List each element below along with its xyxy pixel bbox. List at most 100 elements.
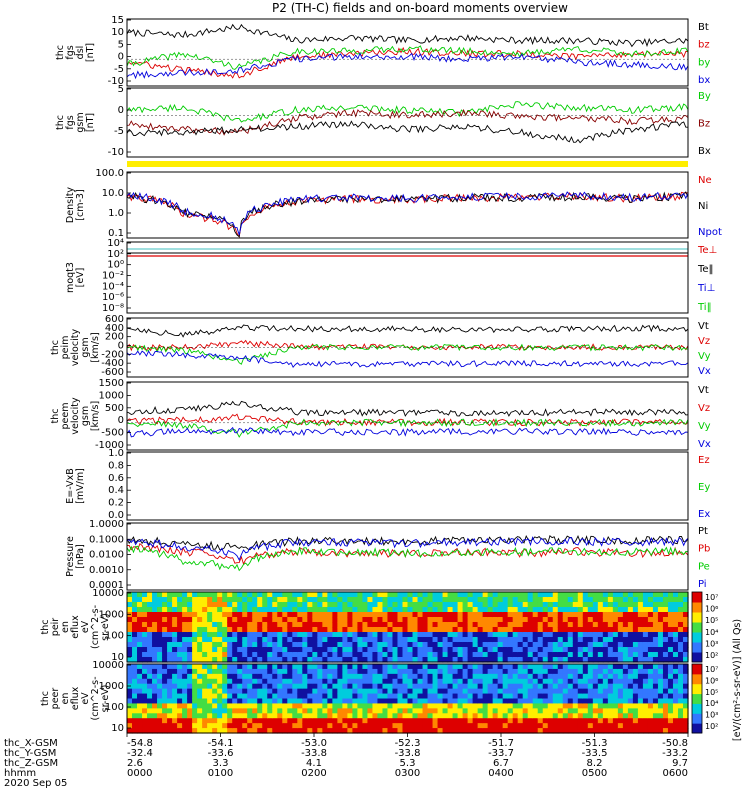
heatmap-cell — [542, 708, 549, 714]
heatmap-cell — [172, 728, 178, 734]
heatmap-cell — [542, 627, 549, 633]
heatmap-cell — [647, 592, 654, 598]
heatmap-cell — [367, 637, 374, 643]
heatmap-cell — [502, 688, 509, 695]
heatmap-cell — [257, 642, 263, 648]
heatmap-cell — [572, 647, 579, 653]
heatmap-cell — [437, 637, 444, 643]
heatmap-cell — [677, 592, 684, 598]
heatmap-cell — [227, 647, 233, 653]
heatmap-cell — [452, 723, 459, 729]
heatmap-cell — [417, 673, 424, 680]
heatmap-cell — [597, 622, 604, 628]
y-tick-label: 1.0000 — [89, 519, 124, 530]
heatmap-cell — [292, 698, 298, 705]
heatmap-cell — [407, 612, 414, 618]
heatmap-cell — [272, 657, 278, 663]
heatmap-cell — [512, 678, 519, 685]
heatmap-cell — [482, 592, 489, 598]
heatmap-cell — [247, 678, 253, 685]
heatmap-cell — [612, 683, 619, 690]
y-tick-label: 0.0010 — [89, 565, 124, 576]
heatmap-cell — [202, 647, 208, 653]
heatmap-cell — [542, 688, 549, 695]
heatmap-cell — [452, 693, 459, 700]
heatmap-cell — [497, 728, 504, 734]
y-axis-label-line: fgs — [65, 115, 76, 129]
heatmap-cell — [242, 612, 248, 618]
y-tick-label: 10⁻⁴ — [102, 281, 124, 292]
heatmap-cell — [642, 637, 649, 643]
heatmap-cell — [302, 657, 308, 663]
x-tick-label: 2.6 — [127, 758, 143, 769]
heatmap-cell — [682, 688, 689, 695]
heatmap-cell — [167, 678, 173, 685]
heatmap-cell — [427, 703, 434, 709]
heatmap-cell — [337, 607, 343, 613]
heatmap-cell — [202, 592, 208, 598]
heatmap-cell — [532, 592, 539, 598]
heatmap-cell — [507, 617, 514, 623]
heatmap-cell — [592, 723, 599, 729]
heatmap-cell — [492, 622, 499, 628]
heatmap-cell — [467, 678, 474, 685]
heatmap-cell — [617, 688, 624, 695]
heatmap-cell — [522, 708, 529, 714]
heatmap-cell — [327, 612, 333, 618]
heatmap-cell — [327, 673, 333, 680]
y-axis-label-line: (cm^2-s- — [90, 605, 101, 649]
heatmap-cell — [372, 728, 379, 734]
heatmap-cell — [667, 602, 674, 608]
heatmap-cell — [417, 728, 424, 734]
heatmap-cell — [207, 617, 213, 623]
heatmap-cell — [162, 698, 168, 705]
heatmap-cell — [347, 683, 353, 690]
heatmap-cell — [222, 632, 228, 638]
heatmap-cell — [177, 652, 183, 658]
heatmap-cell — [597, 637, 604, 643]
heatmap-cell — [357, 642, 364, 648]
heatmap-cell — [247, 673, 253, 680]
heatmap-cell — [577, 612, 584, 618]
heatmap-cell — [222, 698, 228, 705]
heatmap-cell — [652, 713, 659, 719]
heatmap-cell — [442, 657, 449, 663]
heatmap-cell — [667, 642, 674, 648]
y-tick-label: -1000 — [95, 440, 124, 451]
heatmap-cell — [162, 673, 168, 680]
heatmap-cell — [537, 664, 544, 670]
heatmap-cell — [602, 668, 609, 675]
heatmap-cell — [487, 678, 494, 685]
heatmap-cell — [182, 602, 188, 608]
heatmap-cell — [132, 602, 138, 608]
heatmap-cell — [337, 647, 343, 653]
heatmap-cell — [217, 723, 223, 729]
heatmap-cell — [207, 693, 213, 700]
heatmap-cell — [507, 642, 514, 648]
heatmap-cell — [347, 703, 353, 709]
heatmap-cell — [247, 612, 253, 618]
heatmap-cell — [257, 703, 263, 709]
heatmap-cell — [477, 678, 484, 685]
heatmap-cell — [277, 688, 283, 695]
y-tick-label: 0.6 — [108, 473, 124, 484]
colorbar-segment — [692, 652, 702, 663]
heatmap-cell — [422, 723, 429, 729]
heatmap-cell — [407, 597, 414, 603]
heatmap-cell — [532, 678, 539, 685]
heatmap-cell — [587, 688, 594, 695]
heatmap-cell — [537, 612, 544, 618]
heatmap-cell — [632, 602, 639, 608]
heatmap-cell — [457, 657, 464, 663]
heatmap-cell — [627, 713, 634, 719]
heatmap-cell — [517, 592, 524, 598]
y-axis-label-line: fgs — [65, 45, 76, 59]
heatmap-cell — [437, 652, 444, 658]
heatmap-cell — [172, 652, 178, 658]
x-axis-rows: thc_X-GSM -54.8 -54.1 -53.0 -52.3 -51.7 -51.3-… — [4, 733, 689, 789]
heatmap-cell — [407, 678, 414, 685]
heatmap-cell — [492, 688, 499, 695]
heatmap-cell — [342, 617, 348, 623]
heatmap-cell — [682, 718, 689, 724]
heatmap-cell — [497, 602, 504, 608]
